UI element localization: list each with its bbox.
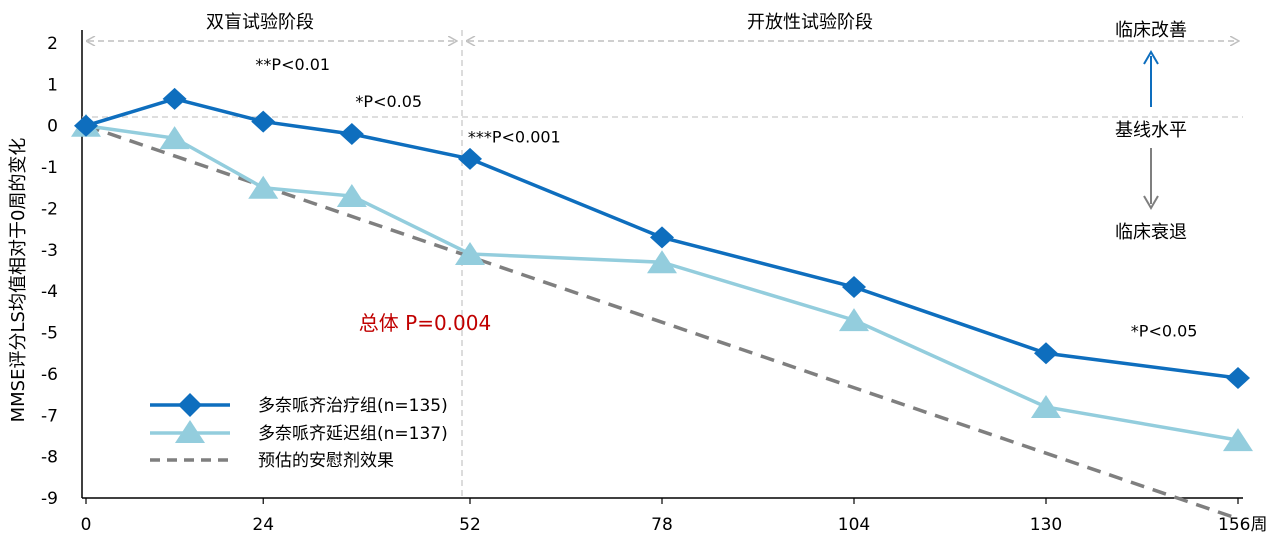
diamond-marker	[162, 87, 187, 110]
significance-annotation: ***P<0.001	[468, 127, 561, 146]
diamond-marker	[842, 276, 866, 299]
x-tick-label: 104	[838, 515, 870, 535]
y-tick-label: -1	[41, 158, 58, 178]
triangle-marker	[647, 250, 677, 274]
y-axis-label: MMSE评分LS均值相对于0周的变化	[8, 138, 29, 423]
y-tick-label: 1	[47, 75, 58, 95]
triangle-marker	[336, 184, 367, 208]
legend-diamond-marker	[178, 393, 202, 417]
triangle-marker	[839, 308, 869, 332]
triangle-marker	[1031, 395, 1061, 418]
x-tick-label: 0	[81, 515, 92, 535]
diamond-marker	[1034, 342, 1058, 365]
triangle-marker	[1223, 428, 1253, 452]
significance-annotation: **P<0.01	[255, 55, 330, 74]
x-tick-label: 78	[651, 515, 673, 535]
diamond-marker	[1226, 367, 1250, 390]
triangle-marker	[248, 175, 279, 199]
diamond-marker	[458, 147, 482, 170]
legend-label-placebo: 预估的安慰剂效果	[258, 451, 394, 471]
series-line-2	[85, 124, 1239, 521]
legend-triangle-marker	[175, 420, 205, 443]
x-tick-label: 24	[252, 515, 274, 535]
diamond-marker	[251, 110, 276, 133]
y-tick-label: 2	[47, 34, 58, 54]
triangle-marker	[455, 241, 485, 265]
overall-p-value: 总体 P=0.004	[359, 311, 491, 335]
legend-label-treatment: 多奈哌齐治疗组(n=135)	[258, 396, 448, 416]
series-line-1	[85, 123, 1239, 442]
legend-label-delayed: 多奈哌齐延迟组(n=137)	[258, 424, 448, 444]
legend: 多奈哌齐治疗组(n=135) 多奈哌齐延迟组(n=137) 预估的安慰剂效果	[150, 393, 448, 471]
y-tick-label: -9	[41, 489, 58, 509]
y-tick-label: -5	[41, 324, 58, 344]
arrow-up-icon	[1143, 50, 1159, 65]
diamond-marker	[339, 123, 364, 145]
triangle-marker	[159, 126, 190, 150]
phase-label-open: 开放性试验阶段	[747, 12, 873, 33]
label-clinical-decline: 临床衰退	[1115, 222, 1187, 243]
x-tick-label: 156周	[1218, 515, 1267, 535]
x-tick-label: 130	[1030, 515, 1062, 535]
phase-label-double-blind: 双盲试验阶段	[206, 12, 314, 33]
diamond-marker	[650, 226, 674, 249]
x-tick-label: 52	[459, 515, 481, 535]
diamond-marker	[74, 114, 98, 137]
arrow-down-icon	[1143, 195, 1159, 210]
y-tick-label: -4	[41, 282, 58, 302]
significance-annotation: *P<0.05	[355, 92, 422, 111]
y-tick-label: 0	[47, 117, 58, 137]
y-tick-label: -7	[41, 406, 58, 426]
y-tick-label: -2	[41, 199, 58, 219]
y-tick-label: -8	[41, 448, 58, 468]
significance-annotation: *P<0.05	[1131, 322, 1198, 341]
label-clinical-improvement: 临床改善	[1115, 20, 1187, 41]
y-tick-label: -3	[41, 241, 58, 261]
label-baseline: 基线水平	[1115, 120, 1187, 141]
y-tick-label: -6	[41, 365, 58, 385]
